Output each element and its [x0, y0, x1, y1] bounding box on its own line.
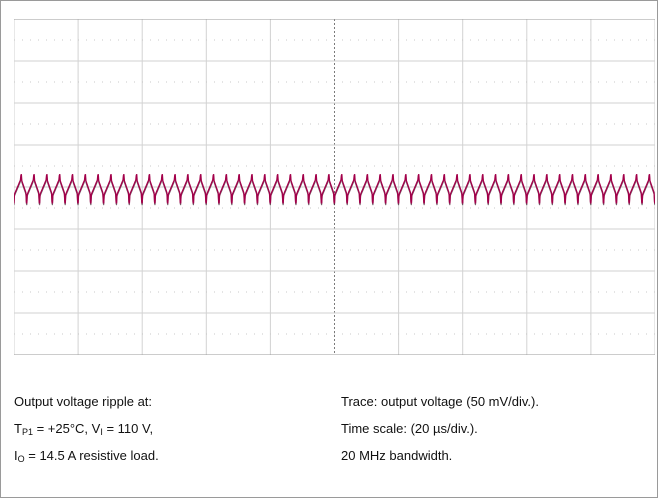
current-value: = 14.5 A resistive load.: [24, 448, 159, 463]
caption-bandwidth: 20 MHz bandwidth.: [341, 448, 453, 463]
temp-value: = +25°C, V: [32, 421, 101, 436]
caption-time-scale: Time scale: (20 µs/div.).: [341, 421, 478, 436]
scope-graticule: [14, 19, 655, 355]
temp-symbol: T: [14, 421, 22, 436]
voltage-subscript: I: [100, 427, 103, 437]
caption-scope-settings: Trace: output voltage (50 mV/div.). Time…: [341, 388, 539, 469]
caption-temp-voltage: TP1 = +25°C, VI = 110 V,: [14, 415, 159, 442]
ripple-trace: [14, 174, 655, 204]
voltage-value: = 110 V,: [102, 421, 154, 436]
temp-subscript: P1: [21, 427, 33, 437]
caption-heading: Output voltage ripple at:: [14, 394, 153, 409]
current-symbol: I: [14, 448, 18, 463]
oscilloscope-plot: [14, 19, 655, 355]
current-subscript: O: [17, 454, 25, 464]
caption-trace: Trace: output voltage (50 mV/div.).: [341, 394, 539, 409]
caption-load: IO = 14.5 A resistive load.: [14, 442, 159, 469]
caption-conditions: Output voltage ripple at: TP1 = +25°C, V…: [14, 388, 159, 469]
